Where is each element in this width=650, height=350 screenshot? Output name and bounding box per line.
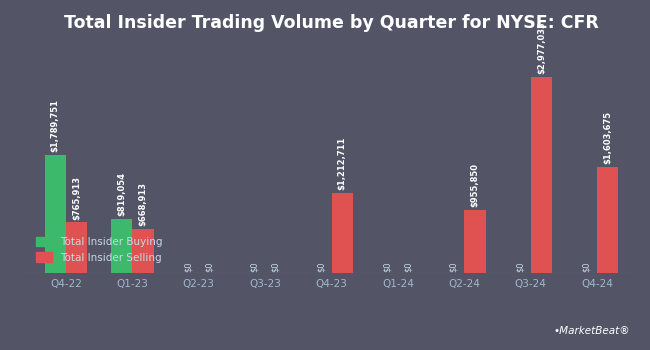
Bar — [597, 167, 618, 273]
Bar — [464, 210, 486, 273]
Text: •MarketBeat®: •MarketBeat® — [554, 326, 630, 336]
Text: $0: $0 — [250, 261, 259, 272]
Text: $0: $0 — [449, 261, 458, 272]
Bar — [531, 77, 552, 273]
Text: $0: $0 — [317, 261, 326, 272]
Text: $0: $0 — [183, 261, 192, 272]
Bar — [132, 229, 153, 273]
Text: $2,977,033: $2,977,033 — [537, 21, 546, 74]
Title: Total Insider Trading Volume by Quarter for NYSE: CFR: Total Insider Trading Volume by Quarter … — [64, 14, 599, 32]
Text: $0: $0 — [582, 261, 591, 272]
Text: $0: $0 — [515, 261, 525, 272]
Text: $765,913: $765,913 — [72, 176, 81, 220]
Text: $0: $0 — [404, 261, 413, 272]
Bar — [66, 223, 87, 273]
Text: $819,054: $819,054 — [117, 172, 126, 216]
Bar — [332, 193, 353, 273]
Bar — [111, 219, 132, 273]
Text: $955,850: $955,850 — [471, 163, 480, 207]
Legend: Total Insider Buying, Total Insider Selling: Total Insider Buying, Total Insider Sell… — [31, 232, 168, 268]
Text: $0: $0 — [205, 261, 214, 272]
Text: $0: $0 — [271, 261, 280, 272]
Text: $1,603,675: $1,603,675 — [603, 111, 612, 164]
Text: $1,212,711: $1,212,711 — [337, 137, 346, 190]
Text: $0: $0 — [383, 261, 392, 272]
Text: $1,789,751: $1,789,751 — [51, 99, 60, 152]
Bar — [45, 155, 66, 273]
Text: $668,913: $668,913 — [138, 182, 148, 226]
